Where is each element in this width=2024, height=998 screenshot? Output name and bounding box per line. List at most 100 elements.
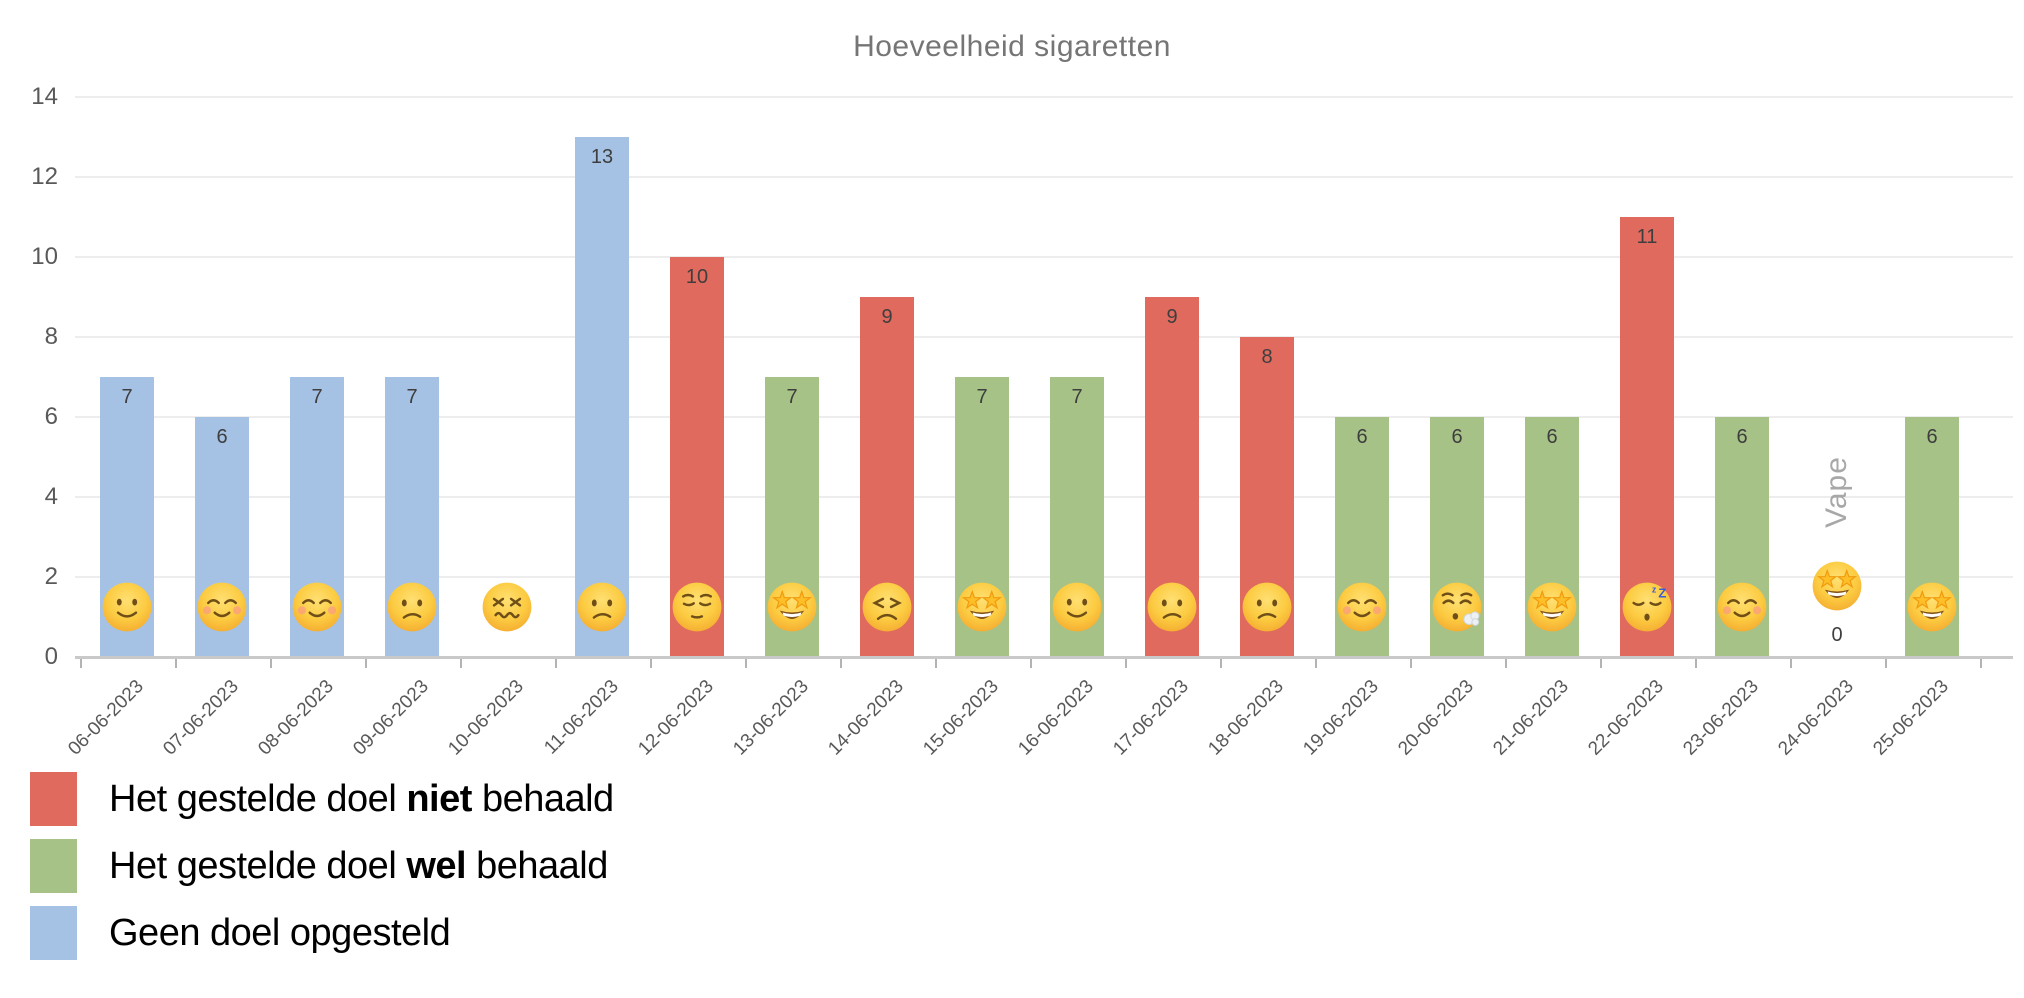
axis-tick xyxy=(1789,659,1792,668)
bar-value-label: 7 xyxy=(1071,386,1083,408)
y-axis-label: 2 xyxy=(44,563,58,590)
emoji-confused-face xyxy=(1146,581,1198,633)
axis-tick xyxy=(1409,659,1412,668)
bar-value-label: 9 xyxy=(881,306,893,328)
bar-value-label: 7 xyxy=(976,386,988,408)
emoji-persevering-face xyxy=(861,581,913,633)
x-axis-label: 16-06-2023 xyxy=(1014,676,1098,760)
x-axis-label: 17-06-2023 xyxy=(1109,676,1193,760)
legend-label-niet: Het gestelde doel niet behaald xyxy=(109,777,614,820)
axis-tick xyxy=(1884,659,1887,668)
emoji-slightly-smiling-face xyxy=(101,581,153,633)
emoji-star-struck xyxy=(1811,560,1863,612)
axis-tick xyxy=(79,659,82,668)
bar-value-label: 6 xyxy=(1451,426,1463,448)
axis-tick xyxy=(1694,659,1697,668)
y-axis-label: 4 xyxy=(44,483,58,510)
y-axis-label: 14 xyxy=(31,83,58,110)
axis-tick xyxy=(1314,659,1317,668)
x-axis-line xyxy=(75,656,2013,659)
x-axis-label: 24-06-2023 xyxy=(1774,676,1858,760)
gridline xyxy=(75,256,2013,258)
legend-row-wel: Het gestelde doel wel behaald xyxy=(30,839,608,893)
chart-title: Hoeveelheid sigaretten xyxy=(853,30,1171,63)
emoji-star-struck xyxy=(1906,581,1958,633)
emoji-slightly-smiling-face xyxy=(1051,581,1103,633)
bar-value-label: 7 xyxy=(406,386,418,408)
svg-text:Z: Z xyxy=(1658,585,1666,600)
y-axis-label: 0 xyxy=(44,643,58,670)
axis-tick xyxy=(1219,659,1222,668)
y-axis-label: 12 xyxy=(31,163,58,190)
y-axis-label: 10 xyxy=(31,243,58,270)
y-axis-label: 8 xyxy=(44,323,58,350)
emoji-smiling-face-with-rosy-cheeks xyxy=(1716,581,1768,633)
legend-row-geen: Geen doel opgesteld xyxy=(30,906,451,960)
bar-value-label: 6 xyxy=(1926,426,1938,448)
emoji-star-struck xyxy=(1526,581,1578,633)
axis-tick xyxy=(459,659,462,668)
x-axis-label: 22-06-2023 xyxy=(1584,676,1668,760)
gridline xyxy=(75,416,2013,418)
bar-value-label: 13 xyxy=(590,146,614,168)
vape-annotation: Vape xyxy=(1820,456,1853,528)
axis-tick xyxy=(554,659,557,668)
axis-tick xyxy=(744,659,747,668)
gridline xyxy=(75,496,2013,498)
emoji-face-exhaling xyxy=(1431,581,1483,633)
emoji-star-struck xyxy=(956,581,1008,633)
bar-value-label: 11 xyxy=(1636,226,1658,248)
y-axis-label: 6 xyxy=(44,403,58,430)
axis-tick xyxy=(1504,659,1507,668)
svg-text:z: z xyxy=(1652,584,1657,594)
emoji-pensive-face xyxy=(671,581,723,633)
axis-tick xyxy=(1029,659,1032,668)
x-axis-label: 18-06-2023 xyxy=(1204,676,1288,760)
legend-label-geen: Geen doel opgesteld xyxy=(109,911,451,954)
legend-swatch-wel xyxy=(30,839,77,893)
axis-tick xyxy=(1124,659,1127,668)
emoji-confused-face xyxy=(386,581,438,633)
bar-value-label: 8 xyxy=(1261,346,1273,368)
x-axis-label: 13-06-2023 xyxy=(729,676,813,760)
legend-row-niet: Het gestelde doel niet behaald xyxy=(30,772,614,826)
bar-value-label: 9 xyxy=(1166,306,1178,328)
bar-value-label: 7 xyxy=(121,386,133,408)
legend-swatch-niet xyxy=(30,772,77,826)
bar-value-label: 6 xyxy=(1356,426,1368,448)
x-axis-label: 19-06-2023 xyxy=(1299,676,1383,760)
x-axis-label: 25-06-2023 xyxy=(1869,676,1953,760)
axis-tick xyxy=(934,659,937,668)
legend-swatch-geen xyxy=(30,906,77,960)
x-axis-label: 14-06-2023 xyxy=(824,676,908,760)
gridline xyxy=(75,336,2013,338)
gridline xyxy=(75,96,2013,98)
gridline xyxy=(75,176,2013,178)
axis-tick xyxy=(174,659,177,668)
axis-tick xyxy=(364,659,367,668)
bar-value-label: 7 xyxy=(311,386,323,408)
emoji-smiling-face-with-rosy-cheeks xyxy=(291,581,343,633)
axis-tick xyxy=(839,659,842,668)
emoji-smiling-face-with-rosy-cheeks xyxy=(1336,581,1388,633)
bar-value-label: 6 xyxy=(1546,426,1558,448)
bar-11-06-2023 xyxy=(575,137,629,657)
legend-label-wel: Het gestelde doel wel behaald xyxy=(109,844,608,887)
axis-tick xyxy=(269,659,272,668)
x-axis-label: 23-06-2023 xyxy=(1679,676,1763,760)
axis-tick xyxy=(1599,659,1602,668)
bar-value-label: 7 xyxy=(786,386,798,408)
emoji-confused-face xyxy=(576,581,628,633)
axis-tick xyxy=(1979,659,1982,668)
emoji-confused-face xyxy=(1241,581,1293,633)
gridline xyxy=(75,576,2013,578)
emoji-star-struck xyxy=(766,581,818,633)
emoji-smiling-face-with-rosy-cheeks xyxy=(196,581,248,633)
x-axis-label: 21-06-2023 xyxy=(1489,676,1573,760)
x-axis-label: 15-06-2023 xyxy=(919,676,1003,760)
x-axis-label: 20-06-2023 xyxy=(1394,676,1478,760)
axis-tick xyxy=(649,659,652,668)
emoji-confounded-face xyxy=(481,581,533,633)
